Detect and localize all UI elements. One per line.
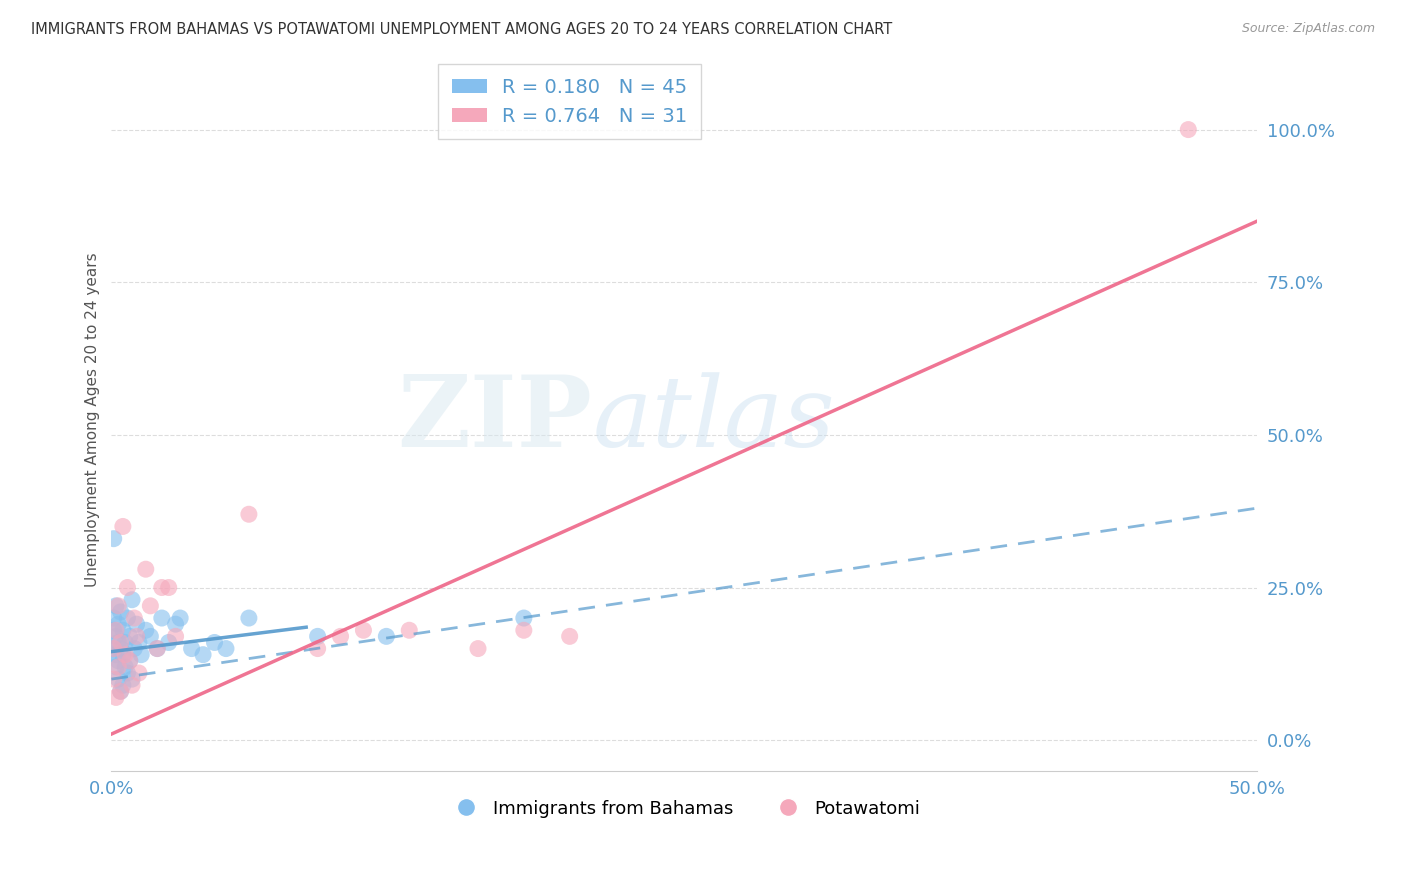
Legend: Immigrants from Bahamas, Potawatomi: Immigrants from Bahamas, Potawatomi <box>440 792 928 825</box>
Point <box>329 629 352 643</box>
Point <box>103 624 125 638</box>
Point <box>103 641 125 656</box>
Point <box>215 641 238 656</box>
Point <box>107 660 129 674</box>
Point <box>128 635 150 649</box>
Point <box>110 635 132 649</box>
Point <box>114 648 136 662</box>
Point <box>103 672 125 686</box>
Point <box>125 617 148 632</box>
Point <box>150 581 173 595</box>
Point <box>191 648 214 662</box>
Point <box>104 599 127 613</box>
Point <box>513 624 536 638</box>
Point <box>513 611 536 625</box>
Text: ZIP: ZIP <box>398 371 592 468</box>
Point <box>114 660 136 674</box>
Point <box>110 684 132 698</box>
Point <box>104 660 127 674</box>
Point <box>111 678 134 692</box>
Point <box>1177 122 1199 136</box>
Point <box>146 641 169 656</box>
Point <box>111 519 134 533</box>
Point <box>307 629 329 643</box>
Point <box>169 611 191 625</box>
Point <box>165 617 187 632</box>
Point <box>135 624 157 638</box>
Point <box>118 629 141 643</box>
Point <box>104 629 127 643</box>
Point <box>107 654 129 668</box>
Point <box>104 690 127 705</box>
Point <box>165 629 187 643</box>
Point <box>104 648 127 662</box>
Point <box>111 648 134 662</box>
Point <box>107 599 129 613</box>
Point <box>121 672 143 686</box>
Point <box>129 648 152 662</box>
Point <box>139 599 162 613</box>
Text: IMMIGRANTS FROM BAHAMAS VS POTAWATOMI UNEMPLOYMENT AMONG AGES 20 TO 24 YEARS COR: IMMIGRANTS FROM BAHAMAS VS POTAWATOMI UN… <box>31 22 893 37</box>
Point <box>124 611 146 625</box>
Point <box>110 641 132 656</box>
Point <box>111 624 134 638</box>
Point <box>103 611 125 625</box>
Point <box>139 629 162 643</box>
Point <box>135 562 157 576</box>
Point <box>118 654 141 668</box>
Point <box>103 641 125 656</box>
Point <box>180 641 202 656</box>
Point <box>104 624 127 638</box>
Point <box>110 605 132 619</box>
Point <box>114 635 136 649</box>
Point <box>117 665 139 680</box>
Text: atlas: atlas <box>592 372 835 467</box>
Point <box>352 624 374 638</box>
Point <box>558 629 581 643</box>
Text: Source: ZipAtlas.com: Source: ZipAtlas.com <box>1241 22 1375 36</box>
Point <box>125 629 148 643</box>
Point <box>107 635 129 649</box>
Point <box>117 581 139 595</box>
Point <box>157 581 180 595</box>
Point <box>467 641 489 656</box>
Point <box>238 611 260 625</box>
Point <box>128 665 150 680</box>
Point <box>118 654 141 668</box>
Point <box>110 684 132 698</box>
Point <box>117 611 139 625</box>
Point <box>146 641 169 656</box>
Point <box>124 641 146 656</box>
Point <box>375 629 398 643</box>
Point <box>121 592 143 607</box>
Point <box>307 641 329 656</box>
Y-axis label: Unemployment Among Ages 20 to 24 years: Unemployment Among Ages 20 to 24 years <box>86 252 100 587</box>
Point <box>238 508 260 522</box>
Point <box>157 635 180 649</box>
Point <box>107 672 129 686</box>
Point <box>204 635 226 649</box>
Point <box>398 624 420 638</box>
Point <box>121 678 143 692</box>
Point <box>150 611 173 625</box>
Point <box>107 617 129 632</box>
Point <box>103 532 125 546</box>
